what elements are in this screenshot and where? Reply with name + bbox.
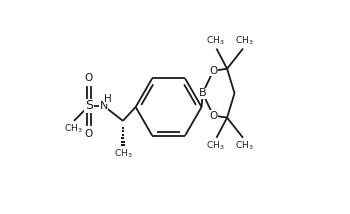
Text: CH$_3$: CH$_3$ xyxy=(235,34,253,47)
Text: S: S xyxy=(85,100,93,112)
Text: N: N xyxy=(100,101,108,111)
Text: CH$_3$: CH$_3$ xyxy=(206,140,225,152)
Text: CH$_3$: CH$_3$ xyxy=(114,148,132,160)
Text: O: O xyxy=(209,110,217,120)
Text: CH$_3$: CH$_3$ xyxy=(206,34,225,47)
Text: O: O xyxy=(209,66,217,76)
Text: H: H xyxy=(104,94,112,104)
Text: CH$_3$: CH$_3$ xyxy=(64,123,82,135)
Text: B: B xyxy=(199,88,206,98)
Text: O: O xyxy=(85,73,93,83)
Text: CH$_3$: CH$_3$ xyxy=(235,140,253,152)
Text: O: O xyxy=(85,129,93,139)
